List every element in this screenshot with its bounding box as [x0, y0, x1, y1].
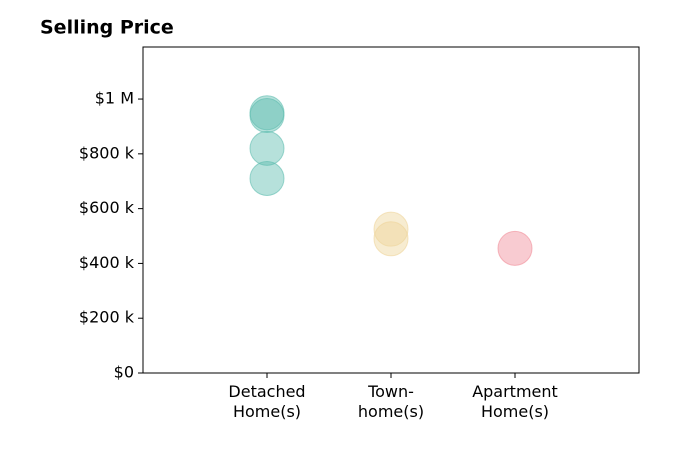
point [249, 130, 285, 166]
plot-frame [142, 46, 640, 374]
x-tick-label: Apartment Home(s) [472, 382, 558, 421]
x-tick-label-line: Home(s) [233, 402, 301, 421]
y-tick-label: $400 k [79, 253, 135, 272]
chart-title: Selling Price [40, 17, 174, 39]
y-tick-label: $800 k [79, 143, 135, 162]
point [373, 221, 409, 257]
y-tick-label: $600 k [79, 198, 135, 217]
x-tick-label-line: Detached [228, 382, 305, 401]
y-tick-label: $200 k [79, 308, 135, 327]
x-tick-label-line: Town- [367, 382, 414, 401]
point [497, 230, 533, 266]
point [249, 97, 285, 133]
x-tick-label-line: Apartment [472, 382, 558, 401]
point [249, 160, 285, 196]
x-tick-label-line: home(s) [358, 402, 424, 421]
point [373, 211, 409, 247]
x-tick-label: Detached Home(s) [228, 382, 305, 421]
y-tick-label: $1 M [95, 89, 134, 108]
x-tick-label-line: Home(s) [481, 402, 549, 421]
x-tick-label: Town-home(s) [358, 382, 424, 421]
y-tick-label: $0 [114, 363, 134, 382]
